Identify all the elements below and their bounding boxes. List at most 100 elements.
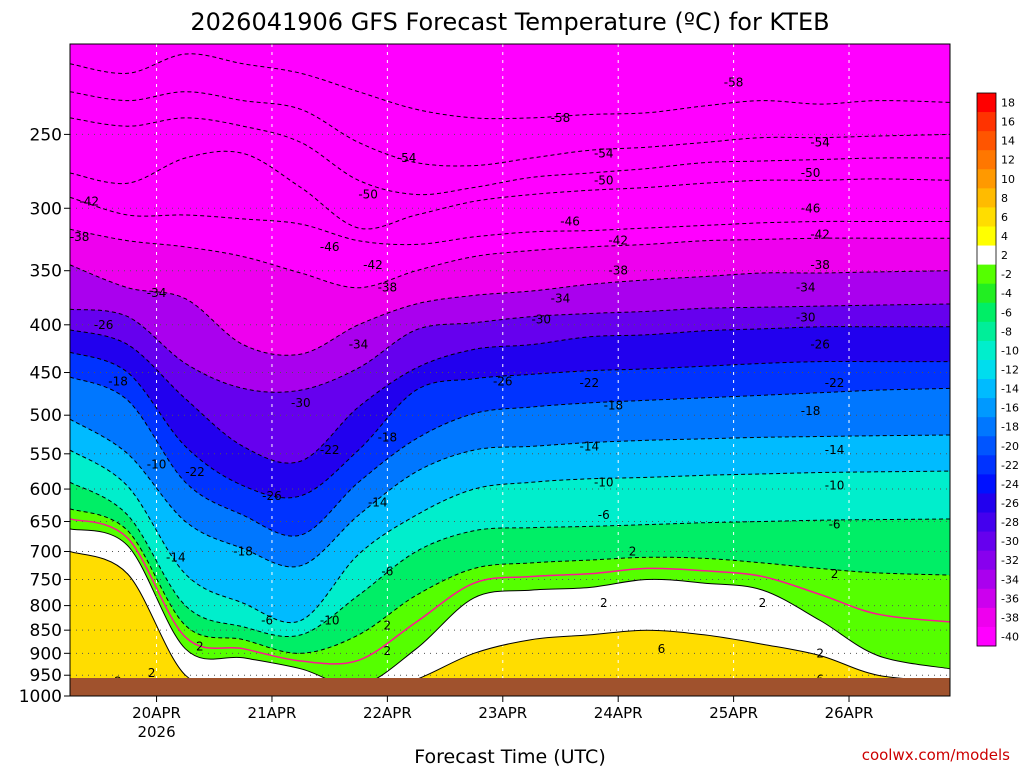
colorbar-label: 8 bbox=[1001, 192, 1008, 205]
contour-label: -18 bbox=[604, 398, 624, 412]
colorbar-label: -30 bbox=[1001, 535, 1019, 548]
isotherm-line bbox=[70, 449, 950, 623]
colorbar-swatch bbox=[977, 379, 996, 399]
colorbar-label: -2 bbox=[1001, 268, 1012, 281]
contour-label: -42 bbox=[363, 258, 383, 272]
isotherm-line bbox=[70, 528, 950, 687]
colorbar-swatch bbox=[977, 588, 996, 609]
contour-label: -54 bbox=[594, 146, 614, 160]
contour-label: -42 bbox=[79, 194, 99, 208]
y-tick-label: 450 bbox=[30, 364, 62, 384]
contour-label: -30 bbox=[796, 311, 816, 325]
x-tick-label: 20APR bbox=[132, 704, 181, 722]
colorbar-label: 6 bbox=[1001, 211, 1008, 224]
y-tick-label: 250 bbox=[30, 125, 62, 145]
contour-label: -14 bbox=[166, 550, 186, 564]
contour-label: 2 bbox=[196, 640, 204, 654]
contour-label: -22 bbox=[185, 465, 205, 479]
contour-label: 2 bbox=[600, 596, 608, 610]
plot-frame bbox=[69, 43, 951, 697]
isotherm-line bbox=[70, 326, 950, 464]
contour-label: -46 bbox=[560, 215, 580, 229]
colorbar-label: 14 bbox=[1001, 135, 1015, 148]
colorbar-swatch bbox=[977, 493, 996, 513]
contour-label: -54 bbox=[810, 135, 830, 149]
contour-label: 2 bbox=[816, 646, 824, 660]
contour-label: -22 bbox=[320, 443, 340, 457]
isotherm-line bbox=[70, 196, 950, 246]
isotherm-line bbox=[70, 351, 950, 499]
contour-label: -50 bbox=[801, 166, 821, 180]
contour-label: -6 bbox=[598, 508, 610, 522]
contour-label: -54 bbox=[397, 151, 417, 165]
contour-label: -58 bbox=[551, 111, 571, 125]
isotherm-line bbox=[70, 228, 950, 289]
contour-label: -42 bbox=[810, 227, 830, 241]
x-tick-label: 21APR bbox=[248, 704, 297, 722]
contour-label: -34 bbox=[349, 338, 369, 352]
contour-label: -34 bbox=[796, 281, 816, 295]
contour-label: -38 bbox=[608, 264, 628, 278]
contour-label: -34 bbox=[147, 286, 167, 300]
colorbar-label: -32 bbox=[1001, 554, 1019, 567]
colorbar-swatch bbox=[977, 112, 996, 132]
colorbar-swatch bbox=[977, 150, 996, 170]
colorbar-label: -22 bbox=[1001, 459, 1019, 472]
colorbar-label: 2 bbox=[1001, 249, 1008, 262]
colorbar-swatch bbox=[977, 302, 996, 323]
contour-label: -26 bbox=[810, 338, 830, 352]
colorbar-label: -34 bbox=[1001, 573, 1019, 586]
colorbar-swatch bbox=[977, 226, 996, 246]
x-axis-label: Forecast Time (UTC) bbox=[414, 746, 605, 768]
colorbar-label: -26 bbox=[1001, 497, 1019, 510]
contour-label: -22 bbox=[580, 376, 600, 390]
y-tick-label: 900 bbox=[30, 644, 62, 664]
colorbar-swatch bbox=[977, 340, 996, 361]
ground-band bbox=[70, 678, 950, 696]
contour-label: -26 bbox=[493, 374, 513, 388]
x-tick-label: 25APR bbox=[709, 704, 758, 722]
x-tick-label: 26APR bbox=[825, 704, 874, 722]
x-tick-label: 23APR bbox=[478, 704, 527, 722]
contour-label: -22 bbox=[825, 376, 845, 390]
colorbar-label: -4 bbox=[1001, 287, 1012, 300]
contour-label: -42 bbox=[608, 234, 628, 248]
contour-label: -46 bbox=[320, 240, 340, 254]
colorbar-swatch bbox=[977, 188, 996, 208]
colorbar-label: -8 bbox=[1001, 325, 1012, 338]
contour-label: -26 bbox=[94, 318, 114, 332]
colorbar-frame bbox=[976, 92, 997, 647]
y-tick-label: 600 bbox=[30, 480, 62, 500]
credit-text: coolwx.com/models bbox=[862, 746, 1010, 764]
contour-label: -10 bbox=[594, 475, 614, 489]
contour-label: -14 bbox=[825, 443, 845, 457]
colorbar-label: -36 bbox=[1001, 592, 1019, 605]
contour-label: -34 bbox=[551, 292, 571, 306]
contour-label: -30 bbox=[531, 313, 551, 327]
contour-label: -30 bbox=[291, 396, 311, 410]
colorbar-label: 18 bbox=[1001, 97, 1015, 110]
y-tick-label: 750 bbox=[30, 570, 62, 590]
colorbar-label: -10 bbox=[1001, 344, 1019, 357]
contour-label: -6 bbox=[829, 518, 841, 532]
y-tick-label: 550 bbox=[30, 445, 62, 465]
contour-label: -14 bbox=[580, 439, 600, 453]
contour-label: -26 bbox=[262, 489, 282, 503]
x-tick-label: 22APR bbox=[363, 704, 412, 722]
colorbar-swatch bbox=[977, 93, 996, 113]
contour-label: 6 bbox=[658, 642, 666, 656]
colorbar-swatch bbox=[977, 283, 996, 304]
contour-label: -38 bbox=[70, 230, 90, 244]
y-tick-label: 650 bbox=[30, 512, 62, 532]
colorbar-swatch bbox=[977, 569, 996, 590]
isotherm-line bbox=[70, 150, 950, 230]
contour-label: 2 bbox=[629, 545, 637, 559]
isotherm-line bbox=[70, 508, 950, 654]
contour-label: -6 bbox=[261, 614, 273, 628]
colorbar-label: 16 bbox=[1001, 116, 1015, 129]
contour-label: -10 bbox=[825, 479, 845, 493]
contour-label: -38 bbox=[378, 281, 398, 295]
colorbar-swatch bbox=[977, 436, 996, 456]
colorbar-swatch bbox=[977, 131, 996, 151]
contour-label: -6 bbox=[381, 564, 393, 578]
